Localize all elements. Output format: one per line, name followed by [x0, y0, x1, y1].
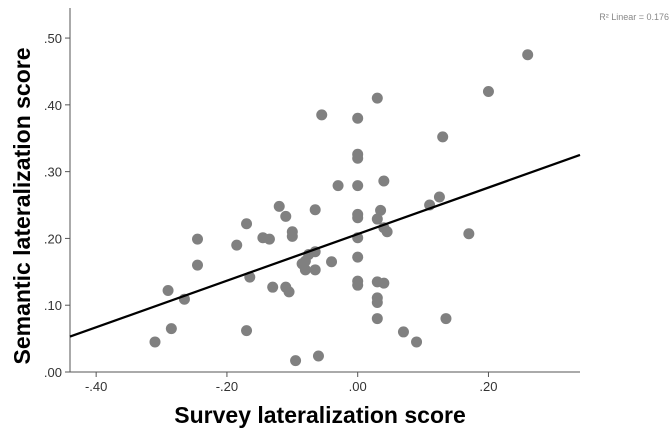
- data-point: [280, 210, 292, 222]
- data-point: [352, 212, 364, 224]
- x-axis-ticks: -.40 -.20 .00 .20: [85, 372, 498, 394]
- plot-area: .00 .10 .20 .30 .40 .50 -.40 -.20 .00 .20: [44, 8, 581, 394]
- data-point: [309, 204, 321, 216]
- y-tick-label: .40: [44, 98, 62, 113]
- data-point: [440, 313, 452, 325]
- data-point: [309, 264, 321, 276]
- data-point: [482, 85, 494, 97]
- data-point: [241, 325, 253, 337]
- data-point: [312, 350, 324, 362]
- data-point: [165, 323, 177, 335]
- data-point: [397, 326, 409, 338]
- data-point: [378, 175, 390, 187]
- data-point: [371, 92, 383, 104]
- data-point: [371, 297, 383, 309]
- data-point: [371, 313, 383, 325]
- y-axis-title: Semantic lateralization score: [9, 47, 35, 364]
- data-point: [316, 109, 328, 121]
- data-point: [273, 200, 285, 212]
- data-point: [286, 230, 298, 242]
- data-point: [149, 336, 161, 348]
- data-point: [433, 191, 445, 203]
- data-point: [332, 180, 344, 192]
- data-points: [149, 49, 534, 367]
- data-point: [267, 281, 279, 293]
- x-tick-label: -.40: [85, 379, 107, 394]
- data-point: [241, 218, 253, 230]
- x-axis-title: Survey lateralization score: [174, 402, 465, 428]
- data-point: [231, 239, 243, 251]
- data-point: [299, 264, 311, 276]
- data-point: [371, 213, 383, 225]
- data-point: [381, 226, 393, 238]
- x-tick-label: .20: [479, 379, 497, 394]
- data-point: [192, 233, 203, 245]
- data-point: [290, 355, 302, 367]
- data-point: [162, 285, 174, 297]
- y-tick-label: .00: [44, 365, 62, 380]
- fit-line-label: R² Linear = 0.176: [599, 12, 669, 22]
- data-point: [437, 131, 449, 143]
- data-point: [192, 259, 203, 271]
- x-tick-label: -.20: [216, 379, 238, 394]
- data-point: [326, 256, 338, 268]
- data-point: [263, 233, 275, 245]
- data-point: [352, 279, 364, 291]
- y-tick-label: .10: [44, 298, 62, 313]
- y-tick-label: .30: [44, 165, 62, 180]
- y-tick-label: .50: [44, 31, 62, 46]
- data-point: [352, 180, 364, 192]
- y-tick-label: .20: [44, 231, 62, 246]
- data-point: [352, 152, 364, 164]
- data-point: [283, 286, 295, 298]
- x-tick-label: .00: [349, 379, 367, 394]
- data-point: [463, 228, 475, 240]
- data-point: [522, 49, 534, 61]
- data-point: [352, 251, 364, 263]
- data-point: [352, 112, 364, 124]
- data-point: [378, 277, 390, 289]
- y-axis-ticks: .00 .10 .20 .30 .40 .50: [44, 31, 70, 380]
- regression-line: [69, 153, 581, 338]
- data-point: [411, 336, 423, 348]
- data-point: [375, 204, 387, 216]
